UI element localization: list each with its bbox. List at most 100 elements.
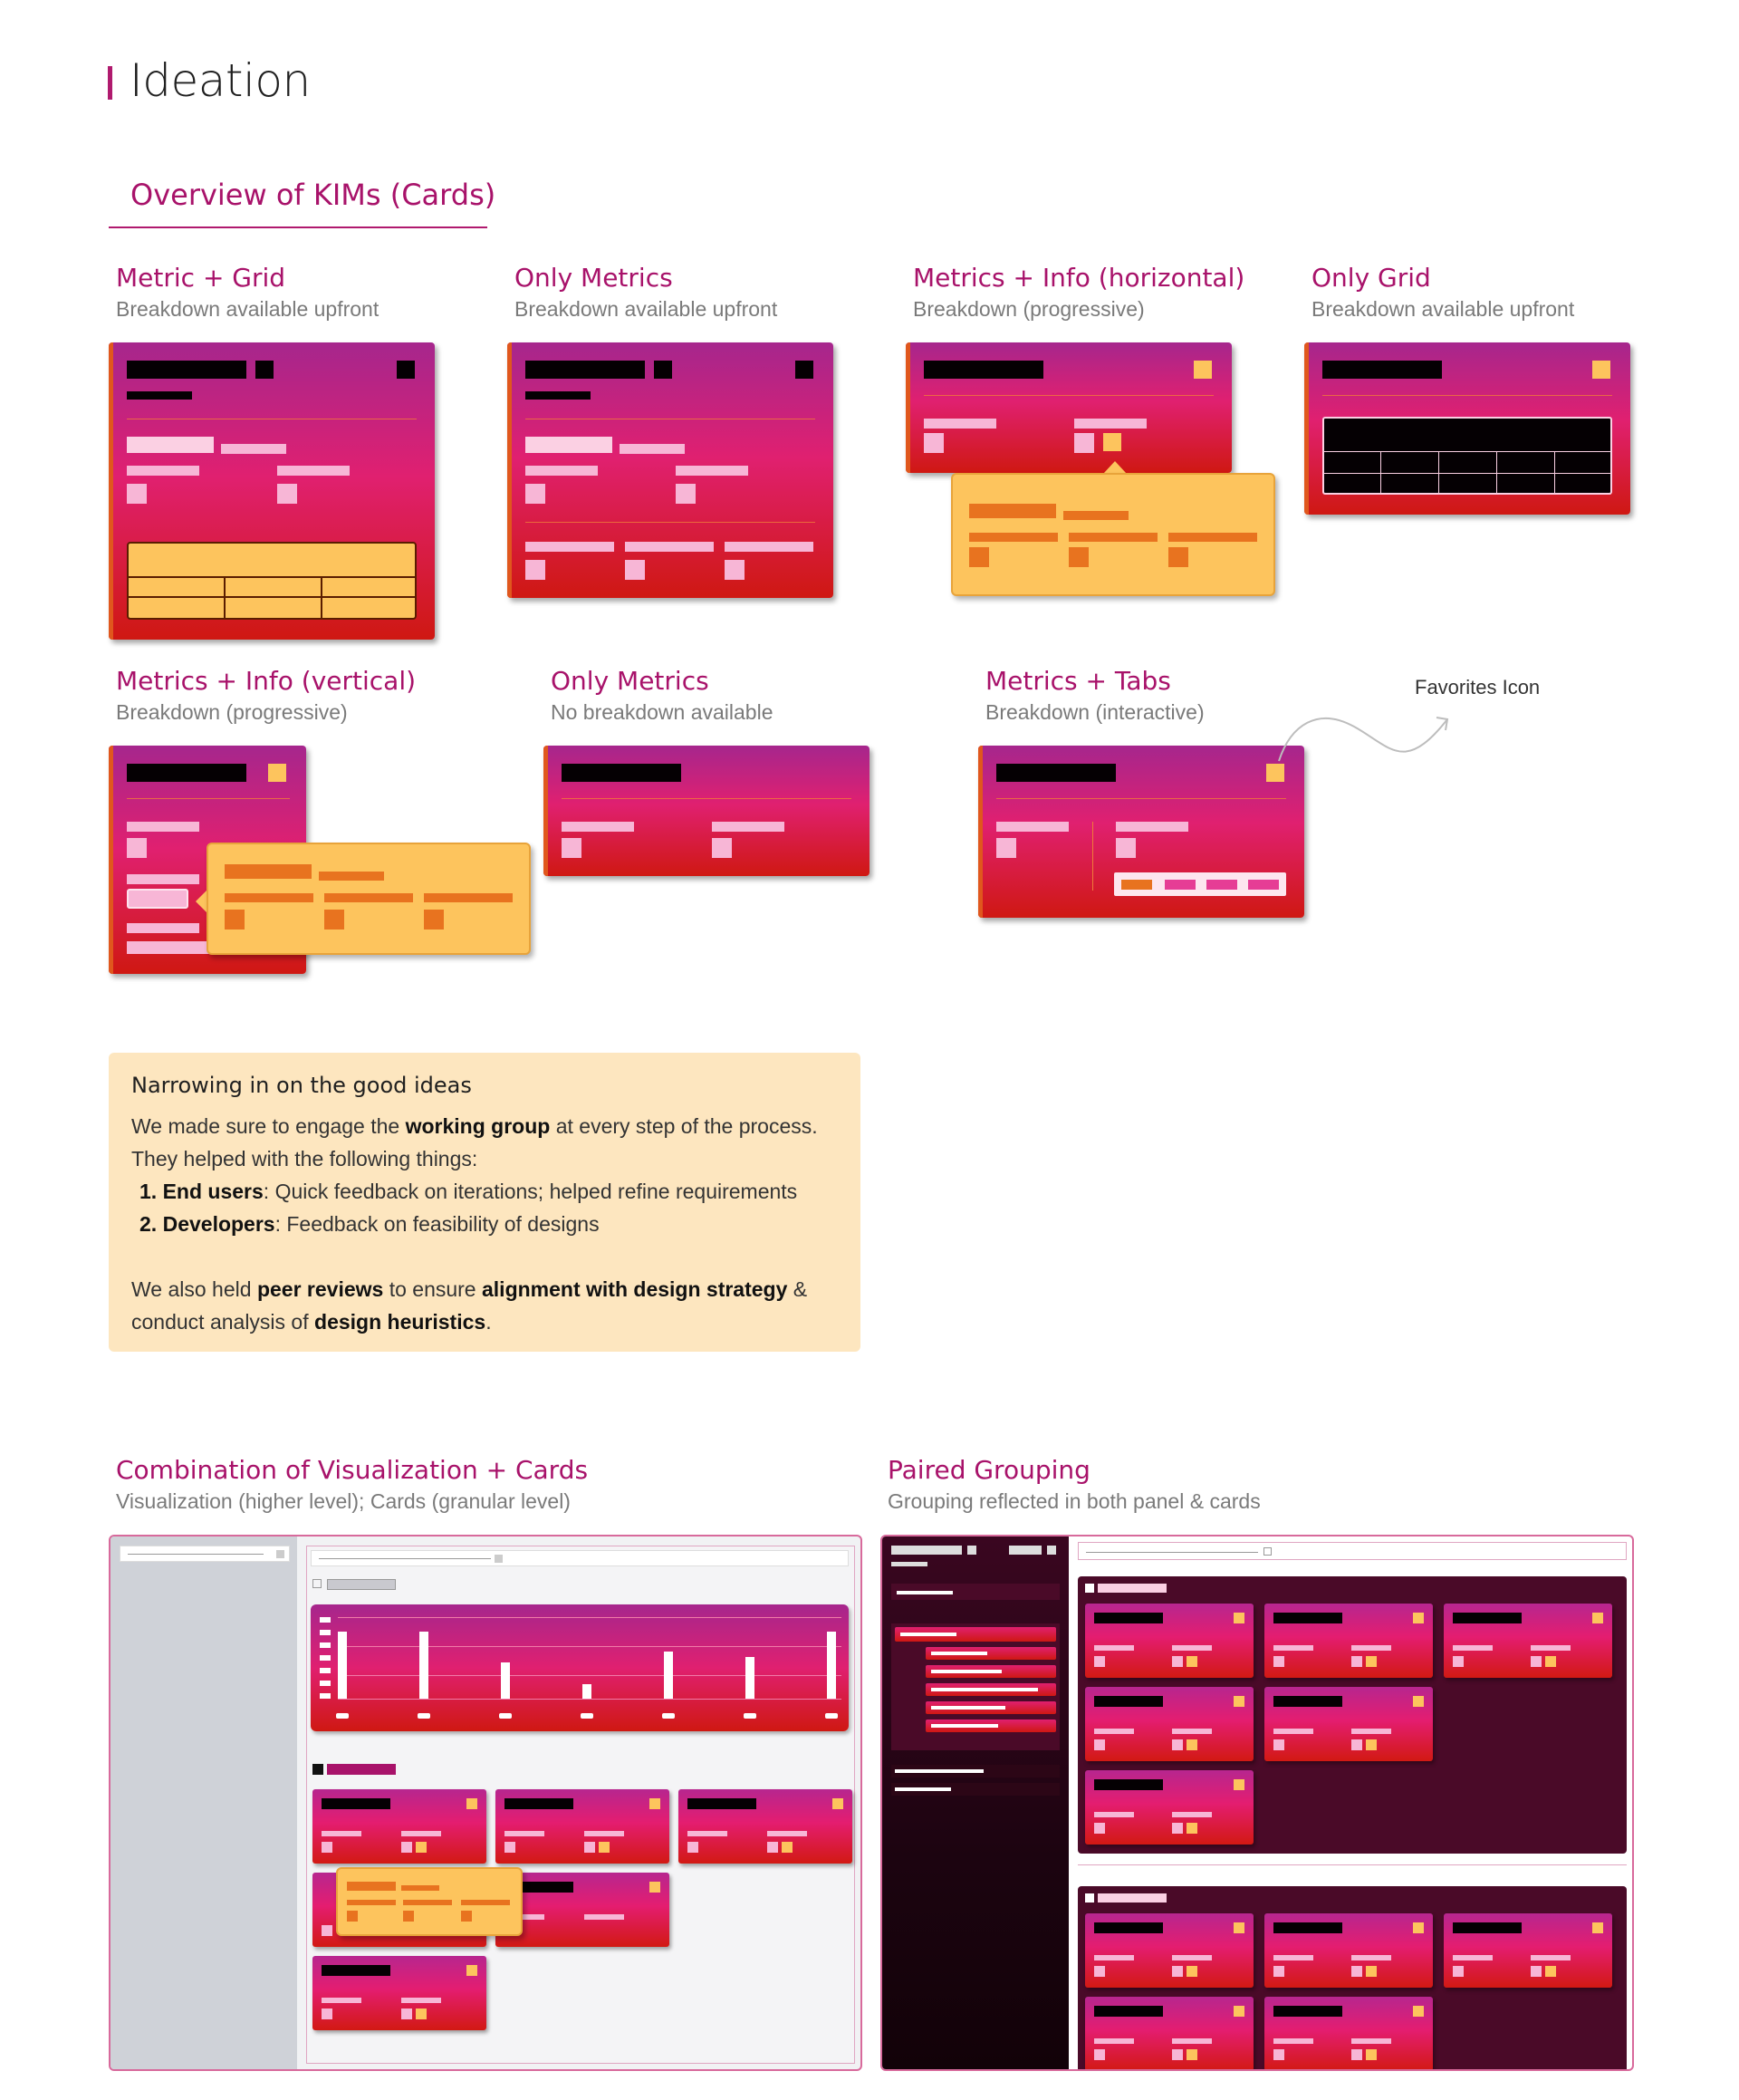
title-accent-bar — [108, 66, 112, 100]
metric-label — [625, 542, 714, 552]
card-title-only-metrics-2: Only Metrics — [551, 666, 709, 696]
page-title: Ideation — [130, 54, 311, 107]
metric-chip — [562, 838, 581, 858]
bottom-subtitle-paired-grouping: Grouping reflected in both panel & cards — [888, 1489, 1261, 1513]
bottom-subtitle-visualization-cards: Visualization (higher level); Cards (gra… — [116, 1489, 571, 1513]
group-container-1 — [1078, 1576, 1627, 1854]
mockup-paired-grouping — [880, 1535, 1634, 2071]
favorite-icon[interactable] — [397, 361, 415, 379]
note-line-1: We made sure to engage the working group… — [131, 1114, 818, 1138]
favorite-icon[interactable] — [1194, 361, 1212, 379]
bottom-title-paired-grouping: Paired Grouping — [888, 1455, 1090, 1485]
mini-card[interactable] — [312, 1789, 486, 1864]
metric-chip — [1074, 433, 1094, 453]
kim-card-only-grid[interactable] — [1304, 342, 1630, 515]
metric-chip — [712, 838, 732, 858]
tooltip-arrow — [196, 891, 207, 912]
favorite-icon[interactable] — [1266, 764, 1284, 782]
kim-card-only-metrics-no-breakdown[interactable] — [543, 746, 870, 876]
divider — [1322, 395, 1612, 396]
metric-chip — [996, 838, 1016, 858]
kim-card-metrics-info-horizontal[interactable] — [906, 342, 1232, 473]
info-tooltip-vertical — [207, 843, 531, 955]
metric-chip — [1116, 838, 1136, 858]
breakdown-grid — [127, 542, 417, 620]
card-title-placeholder — [127, 764, 246, 782]
metric-label — [525, 542, 614, 552]
card-subtitle-placeholder — [127, 391, 192, 400]
kim-card-only-metrics[interactable] — [507, 342, 833, 598]
annotation-arrow — [1278, 717, 1449, 762]
favorite-icon[interactable] — [795, 361, 813, 379]
group-label — [327, 1764, 396, 1775]
dark-side-panel — [882, 1536, 1069, 2069]
note-line-3: We also held peer reviews to ensure alig… — [131, 1277, 808, 1301]
card-info-icon — [255, 361, 274, 379]
card-subtitle-placeholder — [525, 391, 591, 400]
card-title-metrics-info-horizontal: Metrics + Info (horizontal) — [913, 263, 1245, 293]
card-title-metrics-tabs: Metrics + Tabs — [985, 666, 1171, 696]
mini-card[interactable] — [312, 1956, 486, 2030]
tab-bar[interactable] — [1114, 872, 1286, 896]
metric-label — [221, 444, 286, 454]
card-title-placeholder — [525, 361, 645, 379]
note-line-4: conduct analysis of design heuristics. — [131, 1310, 492, 1334]
mini-card[interactable] — [495, 1789, 669, 1864]
metric-label — [725, 542, 813, 552]
left-panel — [110, 1536, 297, 2069]
checkbox[interactable] — [312, 1579, 322, 1588]
visualization-chart[interactable] — [311, 1604, 849, 1731]
mockup-visualization-cards — [109, 1535, 862, 2071]
metric-label — [924, 419, 996, 429]
kim-card-metrics-tabs[interactable] — [978, 746, 1304, 918]
info-tooltip-mini — [336, 1867, 523, 1936]
info-tooltip-horizontal — [951, 473, 1275, 596]
findings-note: Narrowing in on the good ideas We made s… — [109, 1053, 860, 1352]
tab[interactable] — [1165, 880, 1196, 890]
divider — [127, 798, 290, 799]
metric-chip-active[interactable] — [1103, 433, 1121, 451]
kim-card-metric-grid[interactable] — [109, 342, 435, 640]
card-subtitle-only-grid: Breakdown available upfront — [1311, 297, 1575, 321]
group-divider — [1078, 1864, 1627, 1865]
favorite-icon[interactable] — [1592, 361, 1610, 379]
bottom-title-visualization-cards: Combination of Visualization + Cards — [116, 1455, 589, 1485]
metric-chip — [924, 433, 944, 453]
metric-label — [712, 822, 784, 832]
divider — [525, 522, 815, 523]
card-title-placeholder — [996, 764, 1116, 782]
metric-chip — [127, 838, 147, 858]
metric-chip — [127, 484, 147, 504]
group-checkbox[interactable] — [312, 1764, 323, 1775]
metric-label — [1116, 822, 1188, 832]
card-title-placeholder — [1322, 361, 1442, 379]
main-search[interactable] — [1078, 1542, 1627, 1560]
mini-card[interactable] — [678, 1789, 852, 1864]
main-search[interactable] — [311, 1550, 849, 1566]
metric-label — [996, 822, 1069, 832]
metric-value — [127, 437, 214, 453]
metric-label — [277, 466, 350, 476]
card-title-placeholder — [127, 361, 246, 379]
metric-chip — [277, 484, 297, 504]
tooltip-arrow — [1103, 461, 1127, 474]
note-line-2: They helped with the following things: — [131, 1147, 478, 1170]
note-heading: Narrowing in on the good ideas — [131, 1073, 472, 1098]
main-content — [306, 1546, 855, 2064]
panel-search[interactable] — [120, 1546, 290, 1562]
tab[interactable] — [1206, 880, 1237, 890]
metric-label — [620, 444, 685, 454]
divider — [562, 798, 851, 799]
metric-chip-active[interactable] — [127, 889, 188, 909]
favorite-icon[interactable] — [268, 764, 286, 782]
note-list-item-1: 1. End users: Quick feedback on iteratio… — [139, 1180, 798, 1203]
card-subtitle-only-metrics: Breakdown available upfront — [514, 297, 778, 321]
card-title-only-metrics: Only Metrics — [514, 263, 673, 293]
card-title-metric-grid: Metric + Grid — [116, 263, 286, 293]
metric-label — [676, 466, 748, 476]
tab[interactable] — [1248, 880, 1279, 890]
section-title: Overview of KIMs (Cards) — [130, 178, 496, 212]
card-subtitle-metrics-info-horizontal: Breakdown (progressive) — [913, 297, 1145, 321]
metric-value — [525, 437, 612, 453]
tab-active[interactable] — [1121, 880, 1152, 890]
